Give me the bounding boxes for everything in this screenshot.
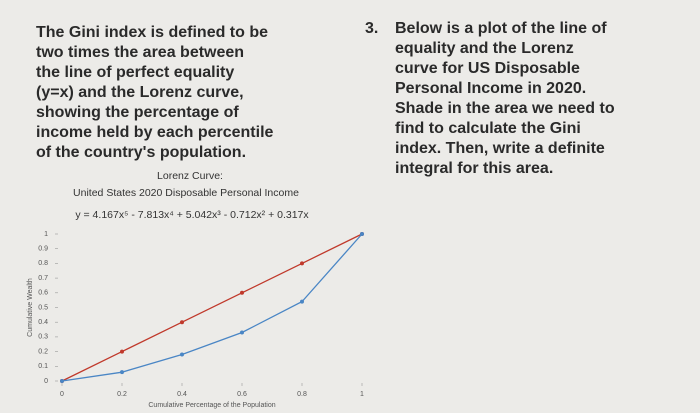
question-line: find to calculate the Gini	[395, 120, 581, 137]
series-point	[240, 330, 244, 335]
x-axis-label: Cumulative Percentage of the Population	[148, 402, 275, 409]
x-tick-label: 0.4	[177, 391, 187, 398]
y-tick-label: 0	[44, 378, 48, 385]
series-point	[180, 320, 184, 325]
series-point	[180, 352, 184, 357]
question-line: index. Then, write a definite	[395, 140, 605, 157]
x-tick-label: 0.8	[297, 391, 307, 398]
series-point	[360, 232, 364, 236]
y-tick-label: 0.5	[38, 304, 48, 311]
series-line	[61, 233, 363, 382]
question-line: curve for US Disposable	[395, 60, 580, 77]
paragraph-line: income held by each percentile	[36, 124, 274, 141]
y-tick-label: 1	[44, 231, 48, 238]
question-line: Shade in the area we need to	[395, 100, 615, 117]
equation: y = 4.167x⁵ - 7.813x⁴ + 5.042x³ - 0.712x…	[75, 209, 309, 221]
series-point	[300, 299, 304, 304]
y-tick-label: 0.6	[38, 290, 48, 297]
y-axis-label: Cumulative Wealth	[27, 278, 34, 337]
question-line: Personal Income in 2020.	[395, 80, 586, 97]
chart-title: Lorenz Curve:	[157, 170, 223, 182]
series-point	[240, 290, 244, 295]
paragraph-line: of the country's population.	[36, 144, 246, 161]
series-point	[120, 370, 124, 375]
paragraph-line: (y=x) and the Lorenz curve,	[36, 84, 244, 101]
question-line: integral for this area.	[395, 160, 553, 177]
y-tick-label: 0.1	[38, 363, 48, 370]
series-point	[300, 261, 304, 266]
series-point	[60, 379, 64, 383]
x-tick-label: 1	[360, 391, 364, 398]
question-number: 3.	[365, 20, 378, 37]
paragraph-line: The Gini index is defined to be	[36, 24, 268, 41]
x-tick-label: 0.2	[117, 391, 127, 398]
paragraph-line: two times the area between	[36, 44, 244, 61]
series-line	[61, 233, 363, 382]
x-tick-label: 0	[60, 391, 64, 398]
y-tick-label: 0.8	[38, 260, 48, 267]
paragraph-line: the line of perfect equality	[36, 64, 234, 81]
chart-subtitle: United States 2020 Disposable Personal I…	[73, 187, 299, 199]
y-tick-label: 0.4	[38, 319, 48, 326]
y-tick-label: 0.2	[38, 348, 48, 355]
question-line: Below is a plot of the line of	[395, 20, 607, 37]
paragraph-line: showing the percentage of	[36, 104, 239, 121]
y-tick-label: 0.3	[38, 334, 48, 341]
x-tick-label: 0.6	[237, 391, 247, 398]
question-line: equality and the Lorenz	[395, 40, 574, 57]
y-tick-label: 0.7	[38, 275, 48, 282]
y-tick-label: 0.9	[38, 246, 48, 253]
series-point	[120, 349, 124, 354]
